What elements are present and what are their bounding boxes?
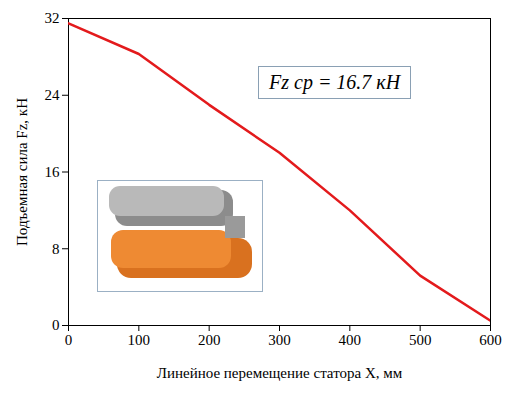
svg-text:8: 8	[52, 241, 60, 257]
svg-text:300: 300	[268, 332, 291, 348]
svg-text:500: 500	[409, 332, 432, 348]
svg-text:400: 400	[339, 332, 362, 348]
svg-text:32: 32	[45, 10, 60, 26]
svg-text:600: 600	[479, 332, 502, 348]
svg-text:200: 200	[198, 332, 221, 348]
svg-text:Линейное перемещение статора X: Линейное перемещение статора X, мм	[157, 365, 403, 381]
svg-text:Подъемная сила Fz, кН: Подъемная сила Fz, кН	[14, 98, 30, 246]
svg-text:100: 100	[128, 332, 151, 348]
html-text:Fz ср = 16.7 кН: Fz ср = 16.7 кН	[269, 71, 401, 93]
svg-text:0: 0	[65, 332, 73, 348]
svg-text:0: 0	[52, 317, 60, 333]
svg-text:16: 16	[45, 164, 61, 180]
svg-text:24: 24	[45, 87, 61, 103]
